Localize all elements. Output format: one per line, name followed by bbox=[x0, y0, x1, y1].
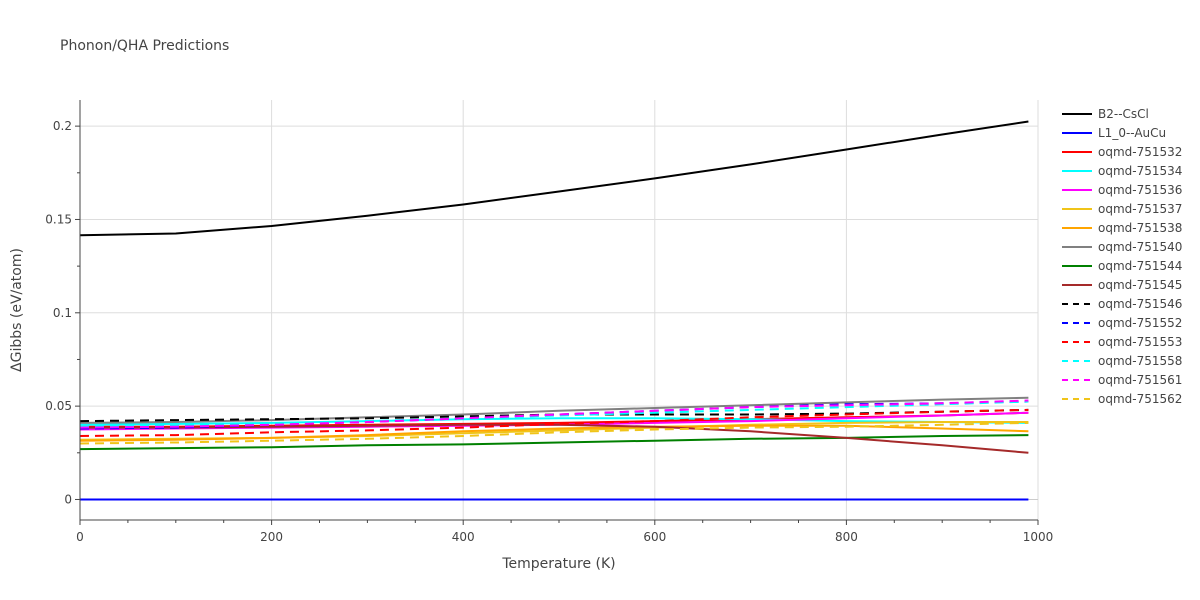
legend-label: oqmd-751546 bbox=[1098, 297, 1182, 311]
series-line-oqmd-751561 bbox=[79, 399, 1029, 429]
x-axis-title: Temperature (K) bbox=[501, 556, 615, 572]
legend-label: oqmd-751538 bbox=[1098, 221, 1182, 235]
legend-label: oqmd-751562 bbox=[1098, 392, 1182, 406]
x-tick-label: 200 bbox=[260, 530, 283, 544]
legend-label: oqmd-751532 bbox=[1098, 145, 1182, 159]
series-line-oqmd-751545 bbox=[80, 423, 1029, 454]
y-axis-title: ΔGibbs (eV/atom) bbox=[9, 248, 25, 372]
legend-label: L1_0--AuCu bbox=[1098, 126, 1166, 140]
legend: B2--CsCl L1_0--AuCu oqmd-751532 oqmd-751534… bbox=[1062, 107, 1182, 406]
legend-label: oqmd-751537 bbox=[1098, 202, 1182, 216]
legend-label: oqmd-751544 bbox=[1098, 259, 1182, 273]
x-tick-label: 400 bbox=[452, 530, 475, 544]
series-line-oqmd-751534 bbox=[79, 417, 1029, 426]
y-tick-label: 0.15 bbox=[45, 212, 72, 226]
series-line-oqmd-751540 bbox=[79, 396, 1029, 424]
y-tick-label: 0.05 bbox=[45, 399, 72, 413]
legend-label: B2--CsCl bbox=[1098, 107, 1149, 121]
x-tick-labels: 0 200 400 600 800 1000 bbox=[76, 530, 1053, 544]
x-tick-label: 0 bbox=[76, 530, 84, 544]
series-line-oqmd-751553 bbox=[79, 408, 1029, 437]
axes bbox=[75, 100, 1039, 525]
legend-label: oqmd-751558 bbox=[1098, 354, 1182, 368]
series-line-oqmd-751562 bbox=[79, 421, 1029, 445]
y-tick-label: 0 bbox=[64, 492, 72, 506]
series-layer bbox=[79, 120, 1029, 501]
legend-label: oqmd-751536 bbox=[1098, 183, 1182, 197]
legend-label: oqmd-751545 bbox=[1098, 278, 1182, 292]
chart-title: Phonon/QHA Predictions bbox=[60, 38, 229, 54]
legend-label: oqmd-751561 bbox=[1098, 373, 1182, 387]
legend-label: oqmd-751540 bbox=[1098, 240, 1182, 254]
series-line-B2--CsCl bbox=[79, 120, 1029, 237]
legend-label: oqmd-751552 bbox=[1098, 316, 1182, 330]
x-tick-label: 800 bbox=[835, 530, 858, 544]
x-tick-label: 600 bbox=[643, 530, 666, 544]
y-tick-label: 0.1 bbox=[53, 306, 72, 320]
x-tick-label: 1000 bbox=[1023, 530, 1054, 544]
legend-label: oqmd-751553 bbox=[1098, 335, 1182, 349]
y-tick-labels: 0 0.05 0.1 0.15 0.2 bbox=[45, 119, 72, 506]
y-tick-label: 0.2 bbox=[53, 119, 72, 133]
legend-label: oqmd-751534 bbox=[1098, 164, 1182, 178]
series-line-oqmd-751558 bbox=[79, 400, 1029, 428]
series-line-oqmd-751544 bbox=[79, 434, 1029, 451]
grid-lines bbox=[80, 100, 1039, 520]
